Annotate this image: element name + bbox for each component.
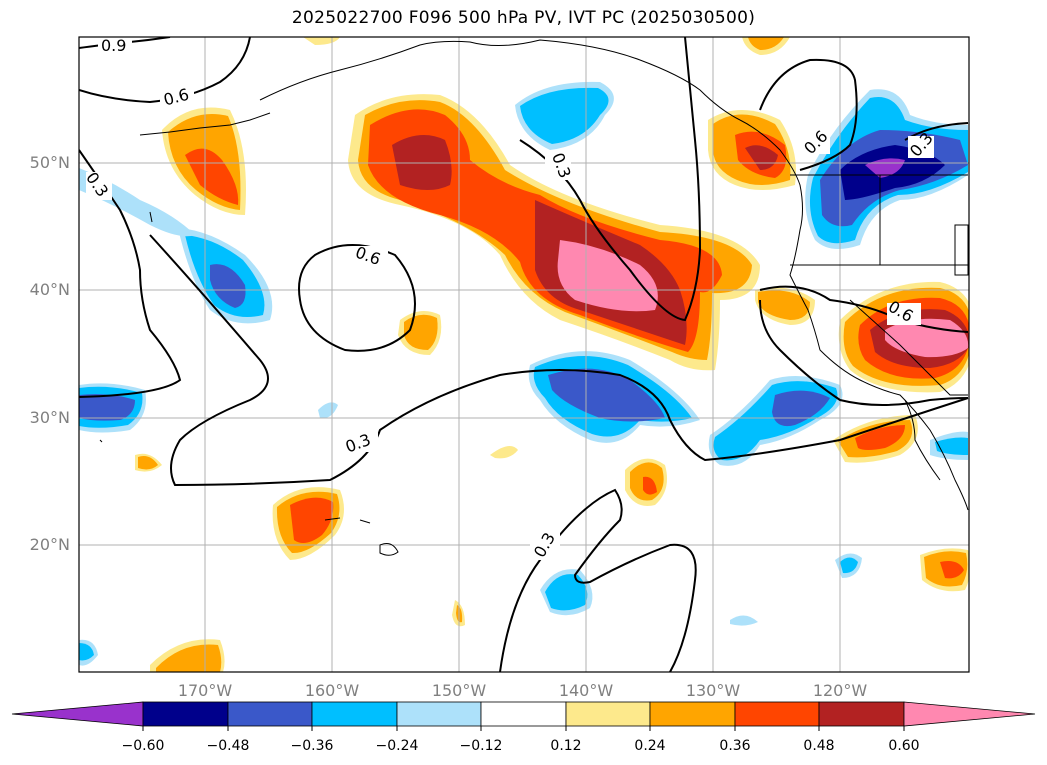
lon-label: 160°W <box>304 681 360 700</box>
lat-label: 20°N <box>29 535 70 554</box>
colorbar-tick-label: 0.24 <box>634 738 666 754</box>
colorbar-tick-label: −0.48 <box>206 738 250 754</box>
lon-label: 130°W <box>685 681 741 700</box>
contour-label: 0.9 <box>101 36 126 55</box>
colorbar-extend-low <box>11 701 144 727</box>
contour-06-se <box>759 285 969 333</box>
contour-03-central <box>149 234 969 487</box>
lon-label: 120°W <box>812 681 868 700</box>
contour-03-west <box>79 149 182 398</box>
colorbar-tick-label: −0.24 <box>375 738 419 754</box>
pv-contours <box>79 37 969 672</box>
lon-label: 170°W <box>177 681 233 700</box>
lon-label: 140°W <box>558 681 614 700</box>
contour-labels: 0.9 0.6 0.3 0.3 0.6 0.3 0.6 0.6 0.3 0.3 <box>82 36 937 561</box>
contour-03-trough <box>519 37 702 322</box>
lon-label: 150°W <box>431 681 487 700</box>
colorbar-tick-label: 0.60 <box>888 738 920 754</box>
map-title: 2025022700 F096 500 hPa PV, IVT PC (2025… <box>291 8 756 28</box>
plume-band-072 <box>557 240 658 312</box>
colorbar-tick-label: −0.36 <box>290 738 334 754</box>
lat-label: 30°N <box>29 408 70 427</box>
colorbar-tick-label: 0.36 <box>719 738 751 754</box>
colorbar-ticks <box>142 726 905 731</box>
colorbar-tick-label: 0.12 <box>550 738 582 754</box>
lat-label: 50°N <box>29 153 70 172</box>
contour-03-loop <box>499 488 697 672</box>
contour-06-east <box>759 58 858 171</box>
colorbar-extend-high <box>903 701 1036 727</box>
colorbar-tick-label: −0.12 <box>459 738 503 754</box>
colorbar <box>11 701 1036 727</box>
map-frame <box>78 36 970 673</box>
map-panel: 0.9 0.6 0.3 0.3 0.6 0.3 0.6 0.6 0.3 0.3 <box>79 36 969 672</box>
contour-03-s <box>759 299 969 406</box>
colorbar-tick-label: −0.60 <box>121 738 165 754</box>
colorbar-tick-label: 0.48 <box>803 738 835 754</box>
lat-label: 40°N <box>29 280 70 299</box>
